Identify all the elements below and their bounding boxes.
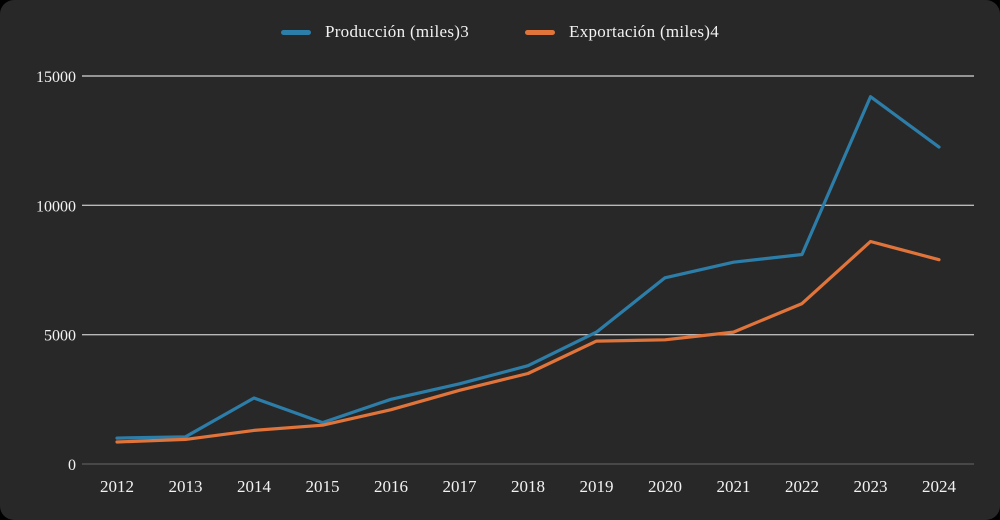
x-tick-label: 2024 (922, 477, 957, 496)
legend-swatch-produccion-icon (280, 29, 311, 35)
x-tick-label: 2017 (443, 477, 478, 496)
x-tick-label: 2023 (854, 477, 888, 496)
y-tick-label: 5000 (44, 328, 76, 345)
legend-label-exportacion: Exportación (miles)4 (569, 22, 720, 41)
x-tick-label: 2021 (717, 477, 751, 496)
legend-item-exportacion[interactable]: Exportación (miles)4 (525, 22, 719, 42)
x-tick-label: 2014 (237, 477, 272, 496)
legend-item-produccion[interactable]: Producción (miles)3 (280, 22, 470, 42)
x-tick-label: 2022 (785, 477, 819, 496)
series-line-produccion (115, 95, 941, 440)
y-tick-label: 10000 (36, 198, 76, 215)
y-tick-label: 15000 (36, 69, 76, 86)
x-tick-label: 2016 (374, 477, 408, 496)
legend-label-produccion: Producción (miles)3 (324, 22, 470, 41)
chart-legend: Producción (miles)3 Exportación (miles)4 (0, 22, 1000, 42)
x-tick-label: 2012 (100, 477, 134, 496)
x-tick-label: 2020 (648, 477, 682, 496)
x-tick-label: 2019 (580, 477, 614, 496)
x-tick-label: 2015 (306, 477, 340, 496)
x-tick-label: 2018 (511, 477, 545, 496)
legend-swatch-exportacion-icon (525, 29, 556, 35)
y-tick-label: 0 (68, 457, 76, 474)
series-line-exportacion (115, 239, 941, 444)
x-tick-label: 2013 (169, 477, 203, 496)
